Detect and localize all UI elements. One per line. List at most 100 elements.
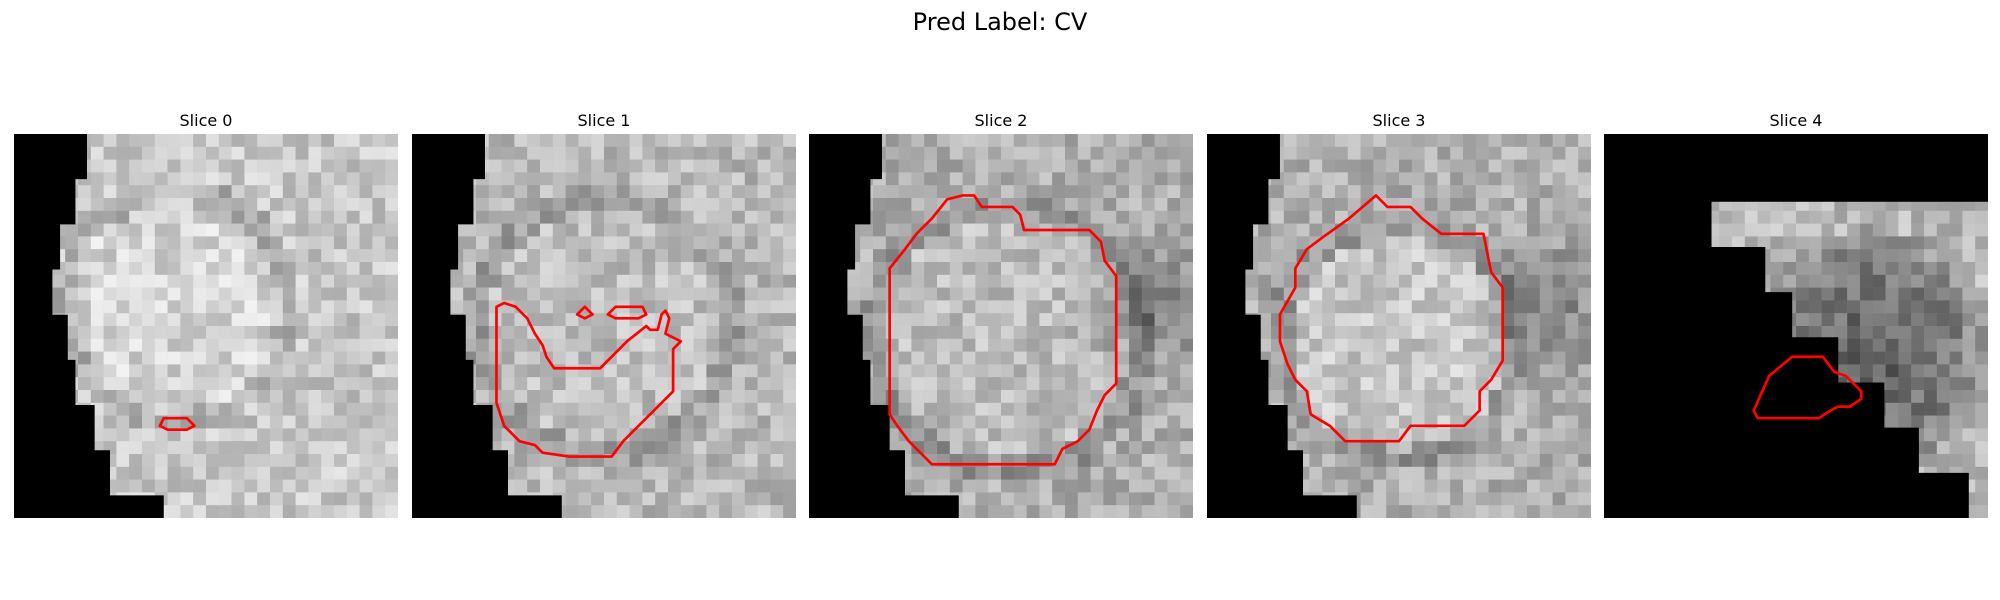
image-pixel bbox=[731, 223, 745, 237]
image-pixel bbox=[1463, 274, 1476, 288]
image-pixel bbox=[642, 479, 656, 493]
image-pixel bbox=[308, 236, 322, 250]
image-pixel bbox=[90, 326, 104, 339]
image-pixel bbox=[359, 198, 373, 211]
image-pixel bbox=[90, 377, 104, 391]
image-pixel bbox=[1399, 223, 1412, 237]
image-pixel bbox=[476, 210, 489, 224]
image-pixel bbox=[527, 453, 541, 467]
image-pixel bbox=[1501, 415, 1515, 429]
image-pixel bbox=[116, 479, 130, 493]
image-pixel bbox=[1013, 351, 1027, 365]
image-pixel bbox=[1309, 364, 1323, 378]
image-pixel bbox=[129, 236, 143, 250]
image-pixel bbox=[1731, 223, 1745, 237]
image-pixel bbox=[706, 287, 720, 301]
image-pixel bbox=[244, 223, 258, 237]
image-pixel bbox=[1898, 274, 1912, 288]
image-pixel bbox=[642, 134, 656, 147]
image-pixel bbox=[333, 326, 347, 339]
image-pixel bbox=[539, 453, 553, 467]
image-pixel bbox=[385, 453, 398, 467]
image-pixel bbox=[860, 300, 874, 314]
slice-image-1 bbox=[412, 134, 796, 518]
image-pixel bbox=[744, 415, 758, 429]
image-pixel bbox=[604, 172, 617, 186]
image-pixel bbox=[1975, 505, 1988, 518]
image-pixel bbox=[975, 466, 989, 480]
image-pixel bbox=[1450, 172, 1464, 186]
image-pixel bbox=[1911, 377, 1925, 391]
image-pixel bbox=[655, 351, 669, 365]
image-pixel bbox=[1437, 249, 1451, 263]
image-pixel bbox=[936, 185, 950, 199]
image-pixel bbox=[1450, 313, 1464, 327]
image-pixel bbox=[282, 338, 296, 352]
image-pixel bbox=[885, 351, 899, 365]
image-pixel bbox=[1077, 287, 1091, 301]
image-pixel bbox=[1565, 249, 1579, 263]
image-pixel bbox=[1128, 236, 1142, 250]
image-pixel bbox=[333, 428, 347, 442]
image-pixel bbox=[1565, 402, 1579, 416]
image-pixel bbox=[1437, 274, 1451, 288]
image-pixel bbox=[642, 338, 656, 352]
image-pixel bbox=[604, 364, 617, 378]
image-pixel bbox=[180, 313, 194, 327]
image-pixel bbox=[988, 223, 1002, 237]
image-pixel bbox=[1334, 198, 1348, 211]
image-pixel bbox=[975, 172, 989, 186]
image-pixel bbox=[141, 198, 155, 211]
image-pixel bbox=[783, 377, 796, 391]
image-pixel bbox=[783, 134, 796, 147]
image-pixel bbox=[359, 479, 373, 493]
image-pixel bbox=[1360, 185, 1374, 199]
image-pixel bbox=[1565, 428, 1579, 442]
image-pixel bbox=[1411, 274, 1425, 288]
image-pixel bbox=[231, 210, 245, 224]
image-pixel bbox=[231, 172, 245, 186]
image-pixel bbox=[1898, 364, 1912, 378]
image-pixel bbox=[1514, 287, 1528, 301]
image-pixel bbox=[1821, 249, 1835, 263]
image-pixel bbox=[1411, 377, 1425, 391]
image-pixel bbox=[731, 210, 745, 224]
image-pixel bbox=[488, 198, 502, 211]
image-pixel bbox=[1885, 377, 1899, 391]
image-pixel bbox=[578, 492, 592, 506]
image-pixel bbox=[1911, 402, 1925, 416]
image-pixel bbox=[167, 185, 181, 199]
image-pixel bbox=[936, 390, 950, 403]
image-pixel bbox=[757, 287, 771, 301]
image-pixel bbox=[1360, 453, 1374, 467]
image-pixel bbox=[1001, 326, 1014, 339]
image-pixel bbox=[1103, 300, 1117, 314]
image-pixel bbox=[1488, 313, 1502, 327]
image-pixel bbox=[1731, 210, 1745, 224]
image-pixel bbox=[1808, 223, 1822, 237]
image-pixel bbox=[1860, 300, 1873, 314]
image-pixel bbox=[78, 351, 91, 365]
image-pixel bbox=[1141, 313, 1155, 327]
image-pixel bbox=[1334, 172, 1348, 186]
image-pixel bbox=[655, 249, 669, 263]
image-pixel bbox=[949, 390, 963, 403]
image-pixel bbox=[565, 428, 579, 442]
image-pixel bbox=[1450, 377, 1464, 391]
image-pixel bbox=[1296, 223, 1310, 237]
image-pixel bbox=[359, 402, 373, 416]
image-pixel bbox=[1539, 351, 1553, 365]
image-pixel bbox=[359, 223, 373, 237]
image-pixel bbox=[476, 326, 489, 339]
image-pixel bbox=[1065, 210, 1078, 224]
image-pixel bbox=[488, 236, 502, 250]
image-pixel bbox=[167, 466, 181, 480]
image-pixel bbox=[1424, 210, 1438, 224]
image-pixel bbox=[103, 402, 117, 416]
image-pixel bbox=[1128, 364, 1142, 378]
image-pixel bbox=[578, 261, 592, 275]
image-pixel bbox=[180, 223, 194, 237]
image-pixel bbox=[770, 198, 784, 211]
image-pixel bbox=[1180, 274, 1193, 288]
image-pixel bbox=[1180, 223, 1193, 237]
